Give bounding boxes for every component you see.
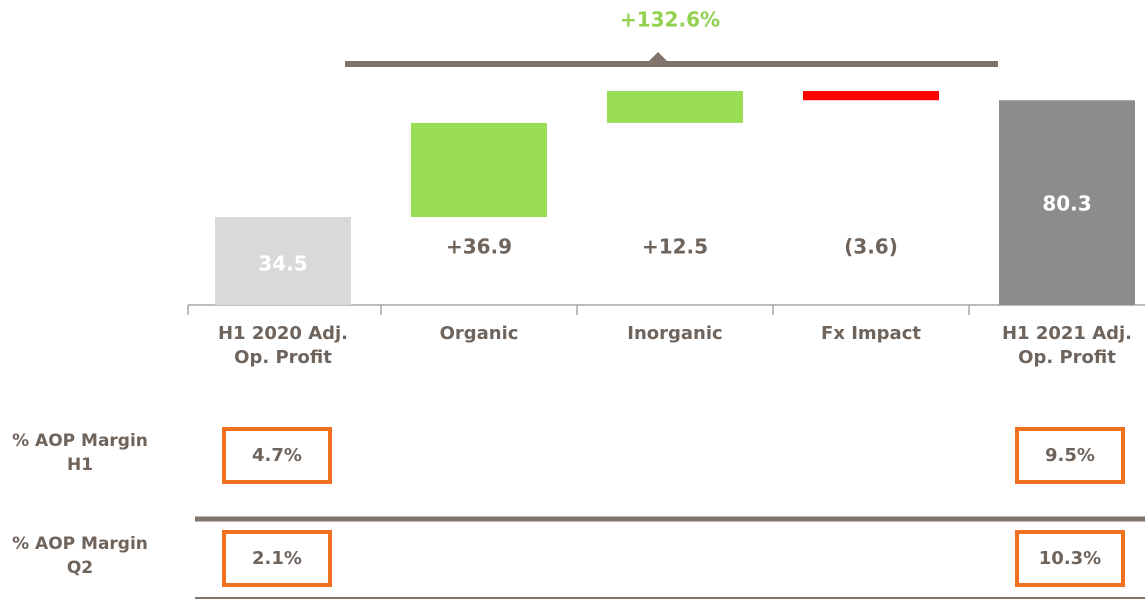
data-label: +12.5 bbox=[642, 235, 708, 259]
margin-box: 4.7% bbox=[222, 427, 332, 484]
bar bbox=[803, 91, 939, 101]
x-tick-label: Inorganic bbox=[627, 323, 723, 344]
bar bbox=[607, 91, 743, 123]
margin-box: 10.3% bbox=[1015, 530, 1125, 587]
bar bbox=[999, 100, 1135, 305]
data-label: (3.6) bbox=[844, 235, 898, 259]
annotation: +132.6% bbox=[620, 8, 720, 32]
x-tick-label: H1 2021 Adj. Op. Profit bbox=[1001, 323, 1133, 368]
margin-box: 2.1% bbox=[222, 530, 332, 587]
row-label: % AOP Margin Q2 bbox=[12, 534, 148, 578]
bracket-arrow bbox=[648, 52, 668, 62]
row-label: % AOP Margin H1 bbox=[12, 431, 148, 475]
bar bbox=[215, 217, 351, 305]
x-tick-label: Fx Impact bbox=[821, 323, 921, 344]
data-label: 34.5 bbox=[258, 252, 307, 276]
x-tick-label: H1 2020 Adj. Op. Profit bbox=[217, 323, 349, 368]
data-label: +36.9 bbox=[446, 235, 512, 259]
x-tick-label: Organic bbox=[439, 323, 519, 344]
bar bbox=[411, 122, 547, 218]
margin-box: 9.5% bbox=[1015, 427, 1125, 484]
data-label: 80.3 bbox=[1042, 192, 1091, 216]
